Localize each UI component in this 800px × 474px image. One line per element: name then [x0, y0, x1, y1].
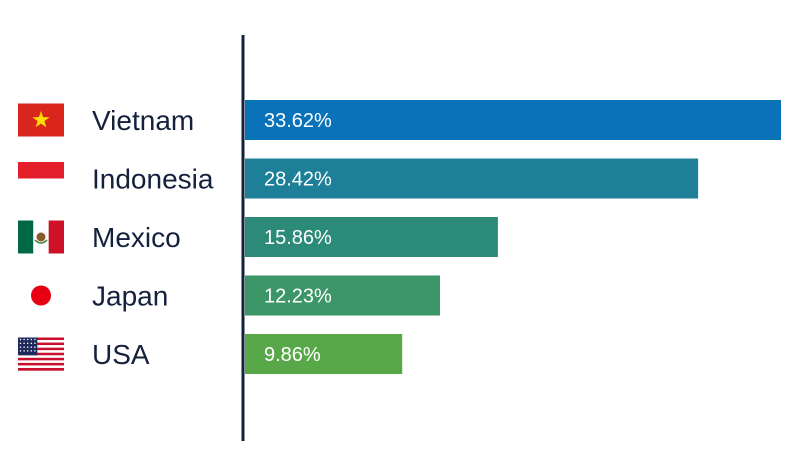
- category-label: USA: [92, 339, 150, 370]
- category-labels: Vietnam Indonesia Mexico Japan USA: [92, 105, 214, 370]
- usa-flag-icon: [18, 337, 64, 371]
- category-label: Vietnam: [92, 105, 194, 136]
- bar: [245, 334, 403, 374]
- bars: [245, 100, 781, 374]
- bar: [245, 100, 781, 140]
- category-label: Mexico: [92, 222, 181, 253]
- value-label: 28.42%: [264, 169, 332, 191]
- bar: [245, 275, 440, 316]
- category-label: Indonesia: [92, 164, 214, 195]
- value-labels: 33.62% 28.42% 15.86% 12.23% 9.86%: [264, 110, 332, 366]
- value-label: 33.62%: [264, 110, 332, 132]
- indonesia-flag-icon: [18, 162, 64, 195]
- category-label: Japan: [92, 281, 168, 312]
- vietnam-flag-icon: [18, 103, 64, 137]
- bar: [245, 158, 699, 199]
- flags: [18, 103, 64, 371]
- japan-flag-icon: [18, 279, 64, 312]
- mexico-flag-icon: [18, 220, 64, 254]
- value-label: 15.86%: [264, 227, 332, 249]
- value-label: 12.23%: [264, 286, 332, 308]
- bar: [245, 217, 498, 257]
- value-label: 9.86%: [264, 344, 321, 366]
